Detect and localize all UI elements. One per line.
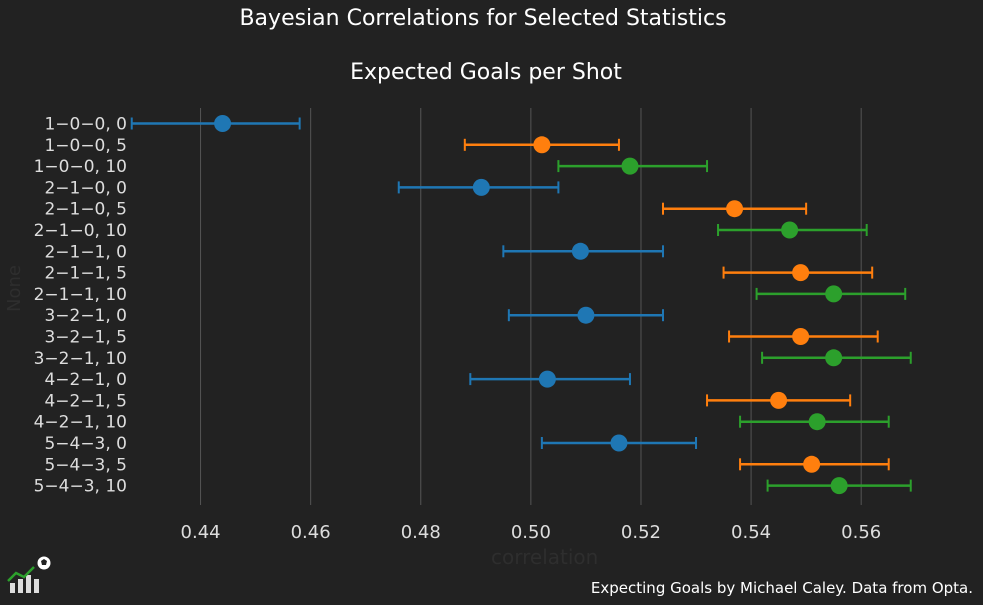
footer-credit: Expecting Goals by Michael Caley. Data f…: [590, 579, 973, 597]
y-tick-label: 1−0−0, 10: [34, 157, 127, 177]
data-point: [538, 370, 556, 388]
y-tick-label: 3−2−1, 0: [44, 306, 127, 326]
y-tick-label: 3−2−1, 5: [44, 328, 127, 348]
x-tick-label: 0.54: [731, 522, 771, 543]
data-point: [770, 391, 788, 409]
data-point: [621, 157, 639, 175]
y-tick-label: 5−4−3, 0: [44, 434, 127, 454]
data-point: [781, 221, 799, 239]
y-tick-label: 2−1−0, 10: [34, 221, 127, 241]
y-tick-label: 5−4−3, 10: [34, 477, 127, 497]
data-point: [610, 434, 628, 452]
grid-lines: [200, 108, 862, 505]
data-marks: [130, 115, 912, 495]
y-tick-label: 4−2−1, 10: [34, 413, 127, 433]
x-tick-labels: 0.44 0.46 0.48 0.50 0.52 0.54 0.56: [181, 522, 882, 543]
data-point: [571, 242, 589, 260]
data-point: [830, 477, 848, 495]
x-tick-label: 0.50: [511, 522, 551, 543]
y-tick-label: 2−1−0, 0: [44, 178, 127, 198]
x-tick-label: 0.44: [181, 522, 221, 543]
data-point: [825, 285, 843, 303]
y-tick-label: 5−4−3, 5: [44, 455, 127, 475]
data-point: [792, 264, 810, 282]
figure-title: Bayesian Correlations for Selected Stati…: [239, 6, 727, 31]
y-tick-label: 2−1−0, 5: [44, 200, 127, 220]
data-point: [533, 136, 551, 154]
x-tick-label: 0.52: [621, 522, 661, 543]
chart-title: Expected Goals per Shot: [350, 60, 622, 85]
y-tick-label: 3−2−1, 10: [34, 349, 127, 369]
data-point: [825, 349, 843, 367]
y-tick-label: 2−1−1, 10: [34, 285, 127, 305]
x-tick-label: 0.48: [401, 522, 441, 543]
y-tick-label: 2−1−1, 5: [44, 264, 127, 284]
data-point: [726, 200, 744, 218]
x-axis-label: correlation: [491, 545, 599, 569]
x-tick-label: 0.46: [291, 522, 331, 543]
y-tick-label: 1−0−0, 5: [44, 136, 127, 156]
logo-icon: [6, 555, 54, 599]
y-tick-label: 4−2−1, 0: [44, 370, 127, 390]
data-point: [472, 178, 490, 196]
y-tick-label: 1−0−0, 0: [44, 115, 127, 135]
data-point: [808, 413, 826, 431]
y-tick-label: 4−2−1, 5: [44, 391, 127, 411]
y-tick-labels: 1−0−0, 01−0−0, 51−0−0, 102−1−0, 02−1−0, …: [34, 115, 127, 497]
data-point: [792, 328, 810, 345]
x-tick-label: 0.56: [841, 522, 881, 543]
data-point: [214, 115, 232, 132]
data-point: [803, 455, 821, 473]
y-tick-label: 2−1−1, 0: [44, 242, 127, 262]
data-point: [577, 306, 595, 324]
